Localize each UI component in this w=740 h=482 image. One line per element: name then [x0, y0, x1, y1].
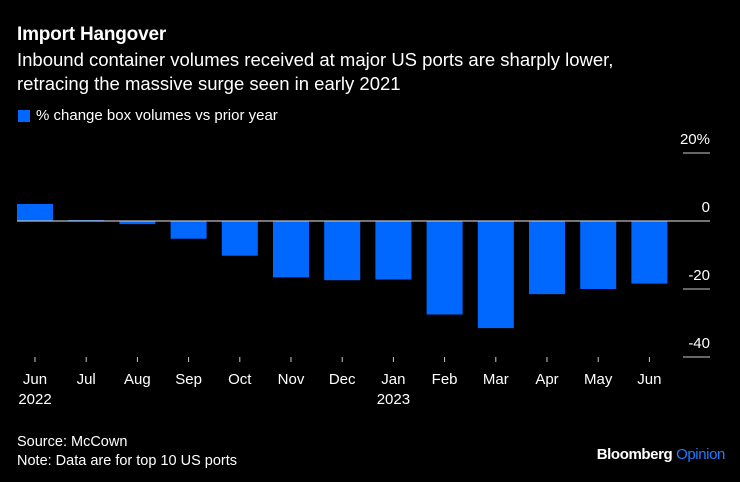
x-tick-label: Sep	[175, 371, 202, 388]
x-tick-label: Jun	[23, 371, 47, 388]
bar-aug-2	[119, 221, 156, 225]
x-tick-year-label: 2022	[18, 391, 51, 408]
footer: Source: McCown Note: Data are for top 10…	[17, 433, 237, 471]
bar-mar-9	[477, 221, 514, 329]
source-note: Source: McCown	[17, 434, 128, 450]
x-tick-label: Aug	[124, 371, 151, 388]
y-tick-label: -40	[688, 335, 710, 352]
chart-subtitle: Inbound container volumes received at ma…	[17, 48, 737, 96]
data-note: Note: Data are for top 10 US ports	[17, 453, 238, 469]
chart-title: Import Hangover	[17, 24, 167, 45]
x-tick-label: Jul	[77, 371, 96, 388]
x-axis: Jun 2022 Jul Aug Sep Oct Nov Dec Jan 2023 Feb Mar Ap…	[18, 357, 661, 408]
bar-jan-2023	[375, 221, 412, 280]
x-tick-label: Apr	[535, 371, 558, 388]
x-tick-label: Feb	[432, 371, 458, 388]
bar-dec-6	[324, 221, 361, 281]
bar-jun-2022	[17, 204, 53, 221]
brand-name: Bloomberg	[596, 446, 673, 463]
x-tick-year-label: 2023	[377, 391, 410, 408]
y-tick-label: 20%	[680, 131, 710, 148]
bar-feb-8	[426, 221, 463, 315]
brand-suffix: Opinion	[676, 446, 725, 463]
x-tick-label: Mar	[483, 371, 509, 388]
brand-logo: Bloomberg Opinion	[596, 446, 726, 463]
bar-may-11	[580, 221, 617, 289]
x-tick-label: Jan	[381, 371, 405, 388]
x-tick-label: Dec	[329, 371, 356, 388]
x-tick-label: May	[584, 371, 613, 388]
y-axis: 20% 0 -20 -40	[680, 131, 710, 358]
subtitle-line-2: retracing the massive surge seen in earl…	[17, 73, 401, 94]
legend-label: % change box volumes vs prior year	[36, 107, 278, 124]
bars-layer	[17, 204, 668, 329]
bar-oct-4	[221, 221, 258, 256]
x-tick-label: Jun	[637, 371, 661, 388]
bar-jun-12	[631, 221, 668, 284]
legend: % change box volumes vs prior year	[18, 107, 278, 124]
subtitle-line-1: Inbound container volumes received at ma…	[17, 49, 614, 70]
x-tick-label: Oct	[228, 371, 252, 388]
legend-swatch	[18, 109, 30, 122]
x-tick-label: Nov	[278, 371, 305, 388]
bar-sep-3	[170, 221, 207, 239]
y-tick-label: -20	[688, 267, 710, 284]
bar-nov-5	[273, 221, 309, 278]
y-tick-label: 0	[702, 199, 710, 216]
bar-apr-10	[529, 221, 565, 295]
